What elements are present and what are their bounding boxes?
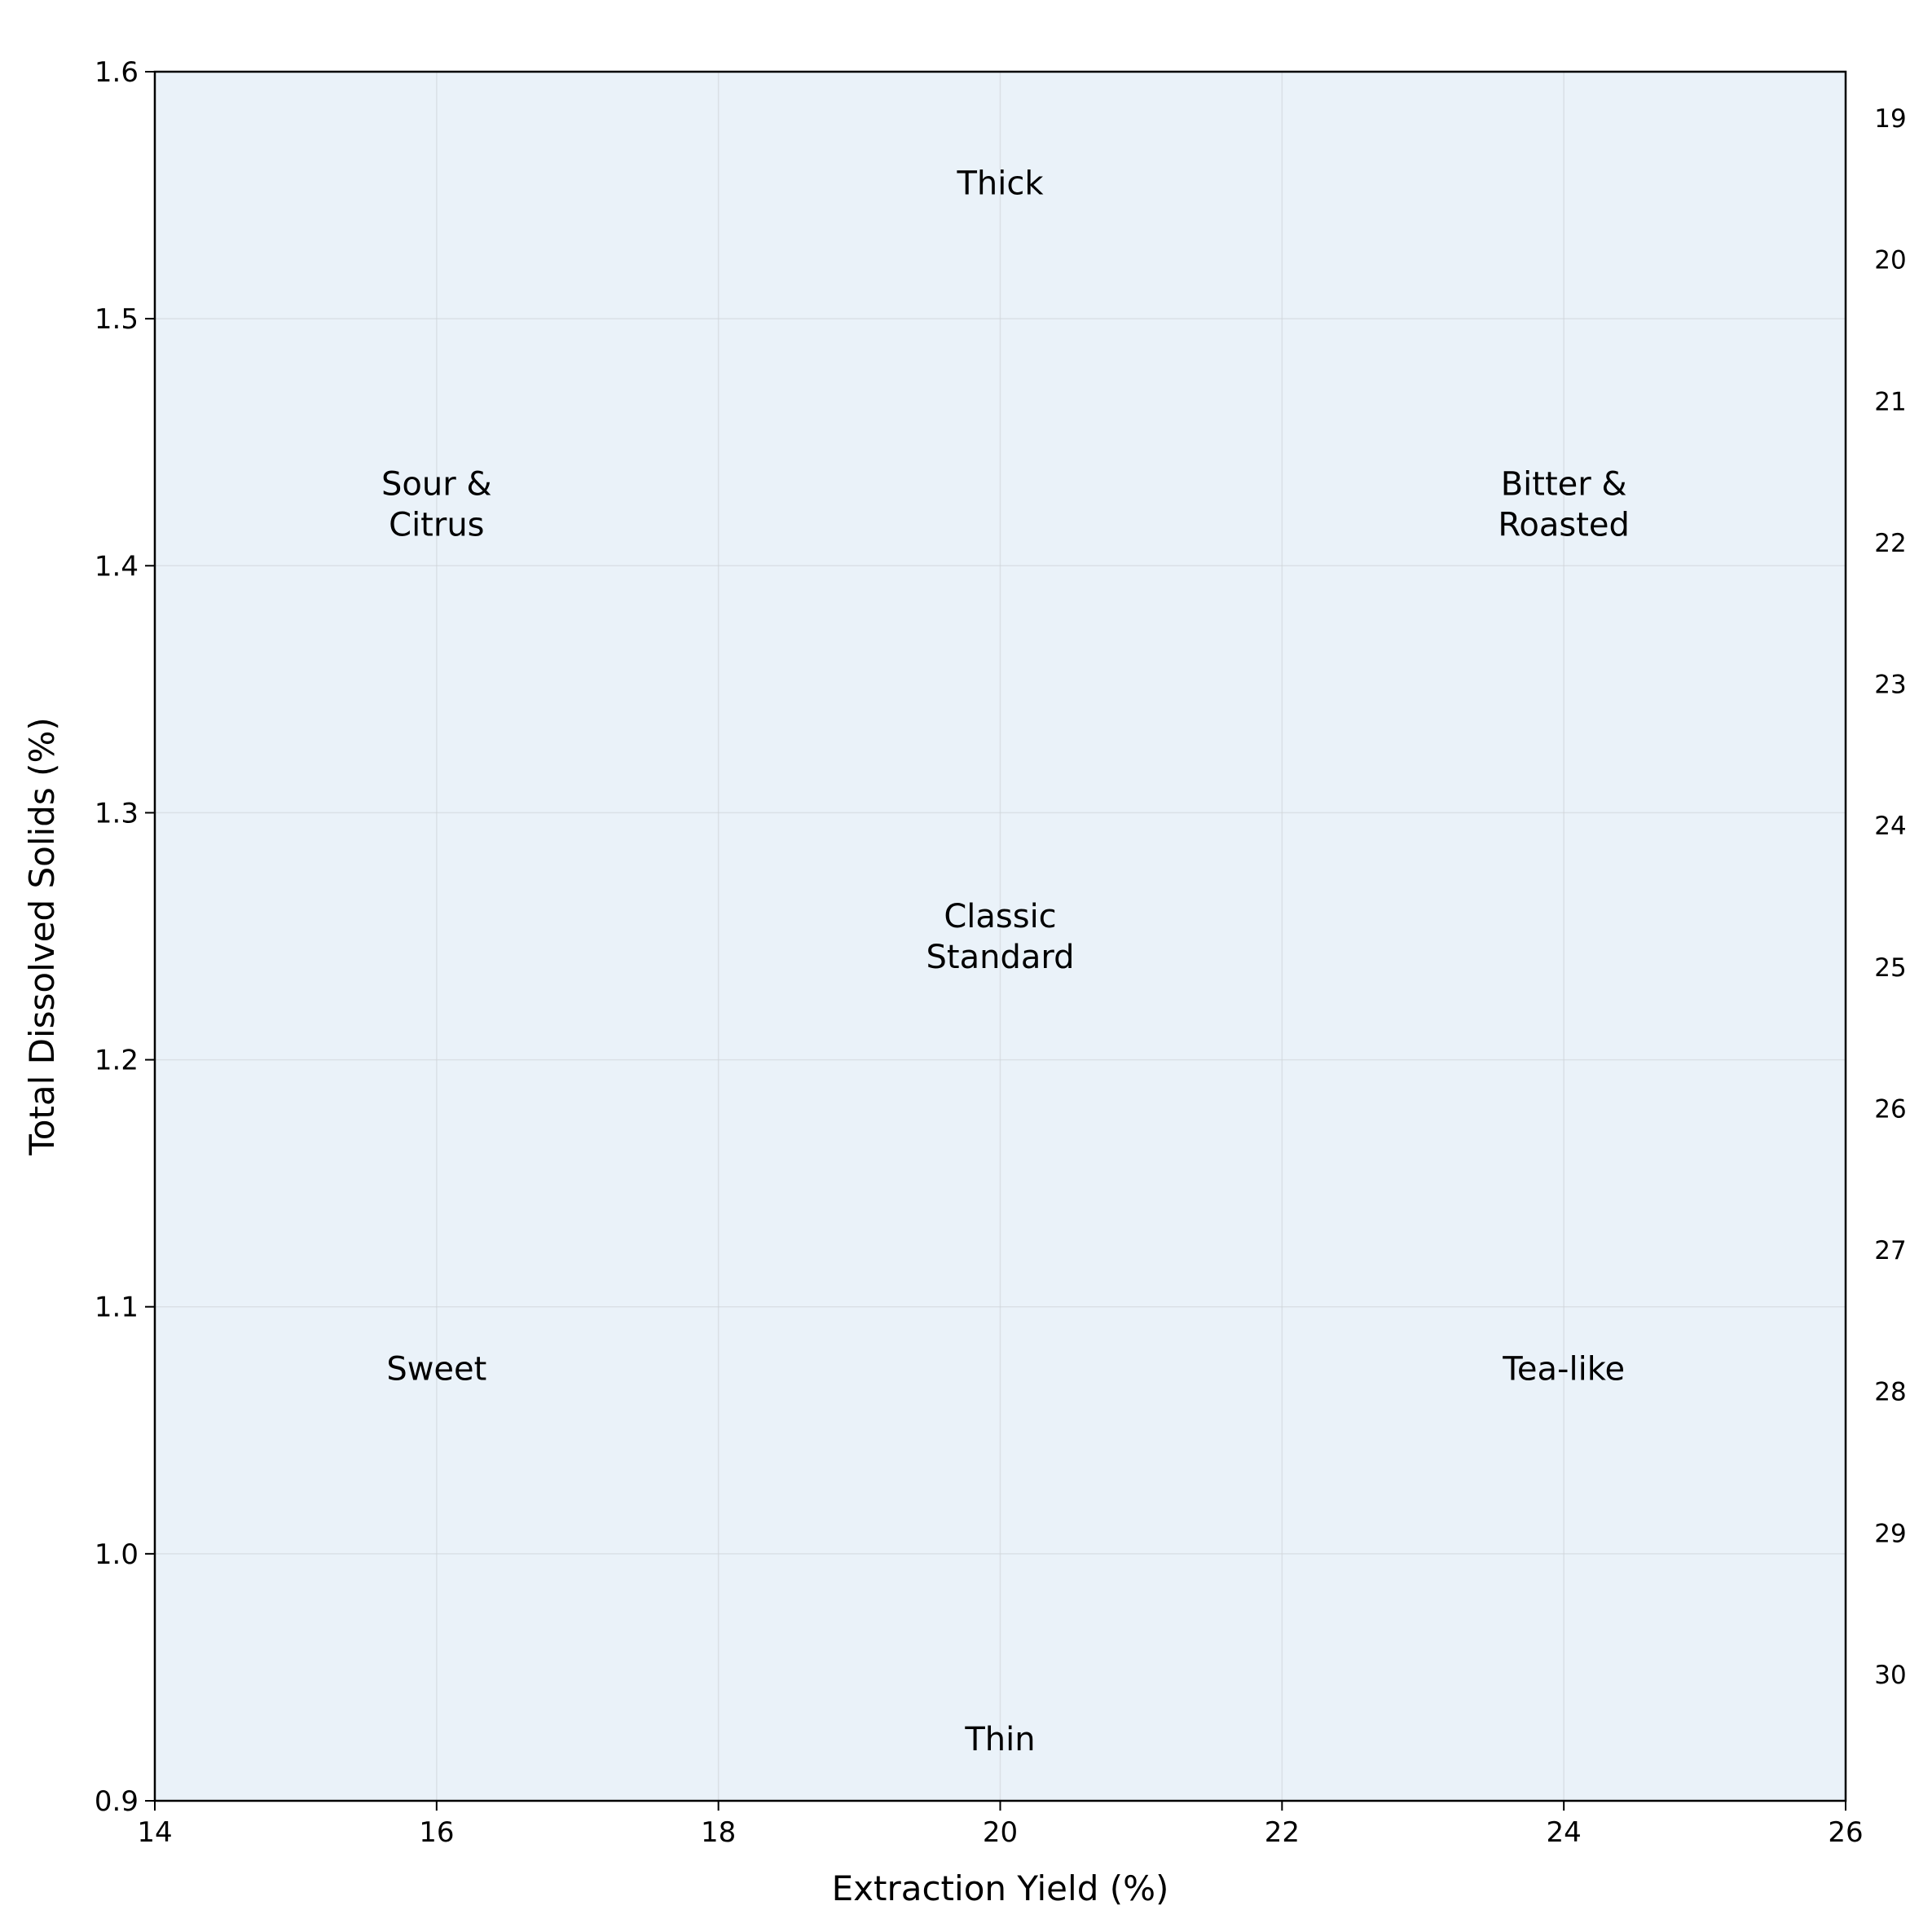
region-label: Sweet — [386, 1351, 486, 1388]
region-label: Sour & — [381, 466, 492, 504]
right-ratio-label: 26 — [1874, 1094, 1906, 1124]
right-ratio-label: 29 — [1874, 1519, 1906, 1548]
right-ratio-label: 25 — [1874, 953, 1906, 983]
x-tick-label: 16 — [419, 1816, 454, 1849]
region-labels: Thick Sour &Citrus Bitter &Roasted Classic S… — [381, 165, 1630, 1758]
region-label: Thin — [964, 1721, 1035, 1758]
region-label: Bitter & — [1501, 466, 1627, 504]
right-ratio-label: 20 — [1874, 246, 1906, 275]
region-label: Classic — [944, 898, 1056, 935]
y-tick-label: 1.4 — [95, 550, 139, 583]
y-tick-label: 1.0 — [95, 1538, 139, 1571]
region-label: Roasted — [1498, 507, 1630, 544]
y-tick-label: 1.6 — [95, 56, 139, 89]
right-ratio-label: 24 — [1874, 812, 1906, 841]
right-ratio-label: 22 — [1874, 529, 1906, 558]
right-ratio-label: 21 — [1874, 387, 1906, 416]
y-tick-label: 0.9 — [95, 1785, 139, 1818]
x-tick-label: 14 — [137, 1816, 172, 1849]
x-tick-label: 18 — [701, 1816, 736, 1849]
x-axis-ticks: 14 16 18 20 22 24 26 — [137, 1801, 1864, 1849]
x-tick-label: 22 — [1265, 1816, 1300, 1849]
right-ratio-labels: 19 20 21 22 23 24 25 26 27 28 29 30 — [1874, 104, 1906, 1690]
x-tick-label: 24 — [1547, 1816, 1582, 1849]
right-ratio-label: 23 — [1874, 671, 1906, 700]
x-tick-label: 20 — [983, 1816, 1018, 1849]
y-axis-ticks: 0.9 1.0 1.1 1.2 1.3 1.4 1.5 1.6 — [95, 56, 155, 1818]
y-tick-label: 1.5 — [95, 303, 139, 336]
right-ratio-label: 30 — [1874, 1661, 1906, 1690]
y-tick-label: 1.3 — [95, 797, 139, 830]
y-tick-label: 1.2 — [95, 1045, 139, 1077]
right-ratio-label: 19 — [1874, 104, 1906, 134]
region-label: Thick — [956, 165, 1044, 202]
right-ratio-label: 28 — [1874, 1378, 1906, 1407]
x-tick-label: 26 — [1828, 1816, 1863, 1849]
region-label: Tea-like — [1502, 1351, 1625, 1388]
region-label: Citrus — [389, 507, 484, 544]
y-tick-label: 1.1 — [95, 1292, 139, 1324]
x-axis-title: Extraction Yield (%) — [832, 1868, 1169, 1908]
right-ratio-label: 27 — [1874, 1236, 1906, 1265]
region-label: Standard — [926, 939, 1075, 976]
y-axis-title: Total Dissolved Solids (%) — [22, 717, 62, 1156]
